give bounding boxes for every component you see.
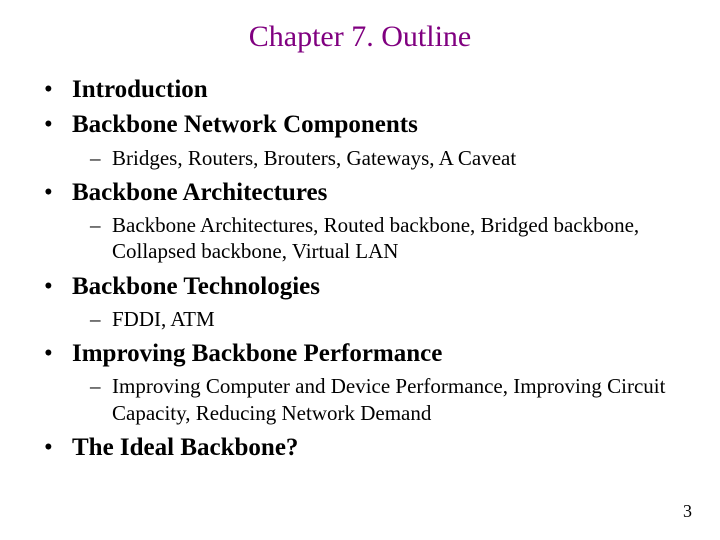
outline-item: Backbone Network Components Bridges, Rou… xyxy=(30,109,690,171)
outline-item-label: Backbone Architectures xyxy=(72,179,327,206)
outline-subitem: Backbone Architectures, Routed backbone,… xyxy=(72,212,690,265)
outline-subitem: FDDI, ATM xyxy=(72,306,690,332)
outline-sublist: Improving Computer and Device Performanc… xyxy=(72,373,690,426)
outline-subitem: Improving Computer and Device Performanc… xyxy=(72,373,690,426)
outline-item-label: Improving Backbone Performance xyxy=(72,340,442,367)
page-number: 3 xyxy=(683,501,692,522)
outline-item-label: Backbone Network Components xyxy=(72,111,418,138)
outline-item: Introduction xyxy=(30,74,690,105)
outline-sublist: Backbone Architectures, Routed backbone,… xyxy=(72,212,690,265)
outline-subitem: Bridges, Routers, Brouters, Gateways, A … xyxy=(72,145,690,171)
outline-sublist: FDDI, ATM xyxy=(72,306,690,332)
slide-title: Chapter 7. Outline xyxy=(30,20,690,54)
outline-item: Backbone Technologies FDDI, ATM xyxy=(30,271,690,333)
outline-list: Introduction Backbone Network Components… xyxy=(30,74,690,463)
outline-item-label: Introduction xyxy=(72,76,208,103)
outline-item-label: The Ideal Backbone? xyxy=(72,434,298,461)
outline-sublist: Bridges, Routers, Brouters, Gateways, A … xyxy=(72,145,690,171)
outline-item: Improving Backbone Performance Improving… xyxy=(30,338,690,426)
outline-item: Backbone Architectures Backbone Architec… xyxy=(30,177,690,265)
outline-item-label: Backbone Technologies xyxy=(72,273,320,300)
outline-item: The Ideal Backbone? xyxy=(30,432,690,463)
